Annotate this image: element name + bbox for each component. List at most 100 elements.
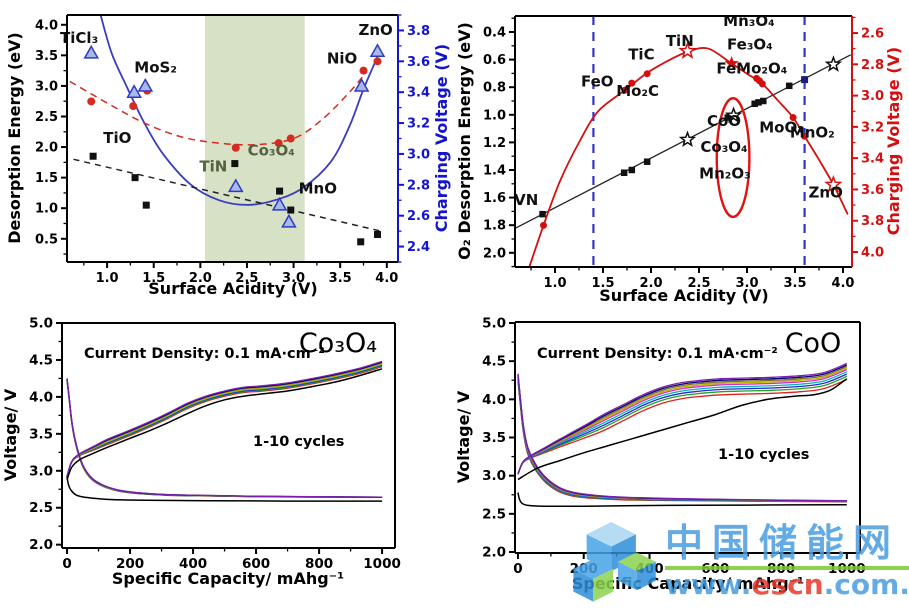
label-tin: TiN [666,32,694,50]
x-tick-label: 1.5 [142,271,165,286]
x-tick-label: 800 [305,556,333,572]
marker-circle [643,70,651,78]
x-tick-label: 1.5 [592,276,615,291]
marker-square [287,206,295,214]
marker-square [785,82,793,90]
x-tick-label: 2.0 [189,271,212,286]
y-right-tick-label: 3.0 [861,89,884,104]
label-mn3o4: Mn₃O₄ [723,12,775,30]
y-left-tick-label: 1.6 [483,191,506,206]
curve-charge-cycle-6 [66,362,383,477]
y-left-tick-label: 3.5 [35,49,58,64]
x-tick-label: 2.5 [687,276,710,291]
marker-square [628,166,636,174]
current-density-label: Current Density: 0.1 mA·cm⁻² [537,346,778,362]
marker-square [373,230,381,238]
y-left-axis-title: Voltage/ V [1,388,20,481]
marker-circle [373,57,382,66]
y-right-axis-title: Charging Voltage (V) [884,47,903,235]
series-charging-voltage-circles [87,57,382,152]
x-tick-label: 4.0 [375,271,398,286]
y-right-tick-label: 2.6 [407,209,430,224]
y-right-axis-title: Charging Voltage (V) [432,44,451,232]
marker-triangle [83,44,100,59]
curve-discharge-cycle-1 [66,476,383,502]
marker-circle [540,221,548,229]
y-left-tick-label: 5.0 [29,316,53,332]
x-tick-label: 0 [513,561,522,577]
y-right-tick-label: 2.8 [407,178,430,193]
label-tin: TiN [199,158,227,176]
x-tick-label: 0 [62,556,71,572]
marker-circle [789,113,797,121]
marker-square [131,174,139,182]
marker-star-open [678,41,697,59]
marker-circle [628,79,636,87]
axes-frame: 1.0 1.5 2.0 2.5 3.0 3.5 4.0 0.5 1.0 1.5 2.0 2.5 3.0 3… [35,14,430,286]
label-co3o4: Co₃O₄ [248,142,295,160]
y-left-tick-label: 1.0 [35,202,58,217]
y-right-tick-label: 4.0 [861,245,884,260]
marker-circle [286,134,295,143]
y-left-tick-label: 0.4 [483,26,506,41]
x-tick-label: 2.5 [235,271,258,286]
marker-square [801,76,809,84]
x-tick-label: 4.0 [831,276,854,291]
label-femo2o4: FeMo₂O₄ [716,59,787,77]
y-right-tick-label: 3.2 [407,117,430,132]
y-left-tick-label: 0.5 [35,232,58,247]
x-tick-label: 200 [116,556,144,572]
series-charging-voltage-triangles [83,43,386,228]
marker-circle [274,139,283,148]
series-charging-voltage-open-stars [678,41,843,193]
marker-triangle [126,84,142,98]
curve-charge-cycle-1 [66,368,383,480]
marker-triangle [271,196,288,211]
label-coo: CoO [707,112,741,130]
y-left-tick-label: 2.0 [35,141,58,156]
x-tick-label: 400 [179,556,207,572]
y-left-tick-label: 2.0 [29,537,53,553]
curve-blue-fit [99,14,379,206]
curve-discharge-cycle-10 [517,373,847,502]
marker-star [724,56,739,70]
series-o2-desorption-open-stars [678,55,843,148]
x-tick-label: 3.0 [282,271,305,286]
y-left-tick-label: 2.5 [482,506,506,522]
marker-star-open [724,106,743,123]
curve-charge-cycle-2 [517,378,848,475]
marker-square [724,114,732,121]
x-tick-label: 3.5 [783,276,806,291]
y-left-tick-label: 1.2 [483,136,506,151]
y-left-axis-title: O₂ Desorption Energy (eV) [455,22,474,260]
x-axis-title: Specific Capacity/ mAhg⁻¹ [572,574,804,593]
series-charging-voltage-circles [540,70,809,229]
curve-discharge-cycle-10 [66,378,383,498]
x-tick-label: 3.5 [329,271,352,286]
curve-charge-cycle-10 [517,362,848,475]
label-mo2c: Mo₂C [616,82,659,100]
x-tick-label: 1000 [828,561,866,577]
y-right-tick-label: 3.2 [861,120,884,135]
y-left-tick-label: 1.4 [483,163,506,178]
panel-title-co3o4: Co₃O₄ [299,328,377,359]
y-right-tick-label: 3.6 [407,55,430,70]
marker-circle [359,66,368,75]
label-mn2o3: Mn₂O₃ [699,164,751,182]
y-left-tick-label: 4.5 [29,352,53,368]
y-right-tick-label: 3.4 [861,152,884,167]
y-right-tick-label: 3.6 [861,183,884,198]
highlight-ellipse [715,97,751,219]
label-vn: VN [514,191,538,209]
y-left-tick-label: 4.0 [35,18,58,33]
axes-frame: 1.0 1.5 2.0 2.5 3.0 3.5 4.0 0.4 0.6 0.8 1.0 1.2 1.4 1… [483,15,884,291]
label-zno: ZnO [809,184,843,202]
curve-charge-cycle-5 [66,363,383,477]
marker-star-open [678,130,697,148]
y-left-axis-title: Voltage/ V [454,390,473,483]
y-left-tick-label: 4.0 [29,389,53,405]
y-left-tick-label: 1.0 [483,108,506,123]
marker-triangle [369,43,386,58]
label-mno: MnO [299,180,337,198]
